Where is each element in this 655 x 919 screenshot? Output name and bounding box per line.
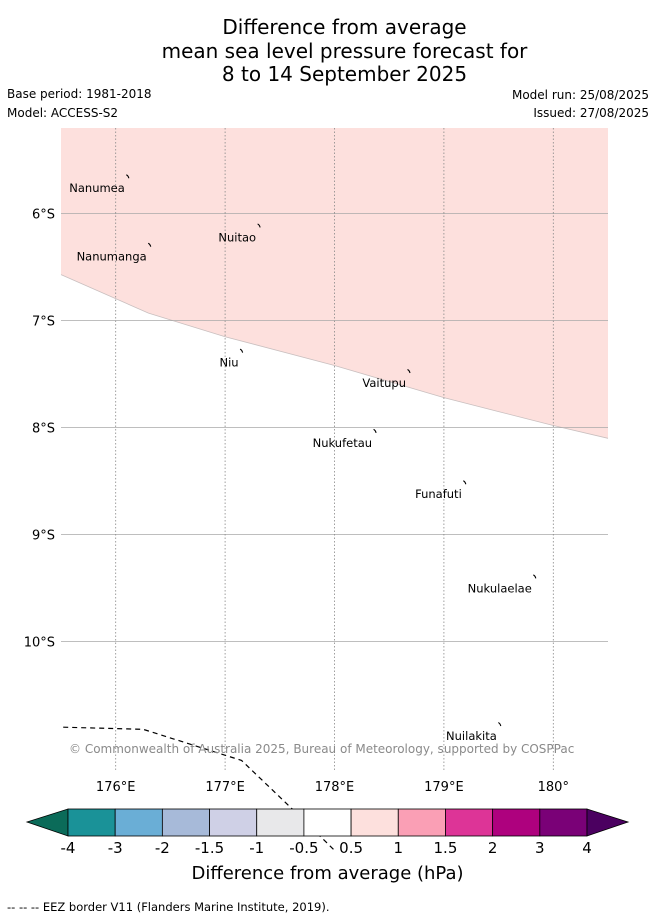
place-label-vaitupu: Vaitupu <box>362 376 406 390</box>
place-label-nanumea: Nanumea <box>69 181 125 195</box>
title-line-1: Difference from average <box>222 15 467 39</box>
colorbar-segment-2 <box>161 808 210 837</box>
colorbar-tick--2: -2 <box>155 839 170 857</box>
base-period: Base period: 1981-2018 <box>7 87 152 101</box>
colorbar-label: Difference from average (hPa) <box>191 863 464 884</box>
copyright-credit: © Commonwealth of Australia 2025, Bureau… <box>69 742 575 756</box>
lon-label-180°: 180° <box>538 780 569 795</box>
lat-label-7°S: 7°S <box>32 315 55 330</box>
title-line-2: mean sea level pressure forecast for <box>161 38 528 63</box>
colorbar-tick--1.5: -1.5 <box>195 839 224 857</box>
colorbar-tick-0.5: 0.5 <box>339 839 363 857</box>
map-title: Difference from average mean sea level p… <box>0 15 655 87</box>
island-vaitupu <box>407 368 411 374</box>
colorbar-segment-9 <box>492 808 541 837</box>
island-nuilakita <box>498 722 502 727</box>
lon-label-179°E: 179°E <box>424 780 464 795</box>
island-nanumanga <box>147 242 152 247</box>
colorbar-tick--1: -1 <box>249 839 264 857</box>
colorbar-tick--4: -4 <box>61 839 76 857</box>
place-label-niu: Niu <box>220 356 239 370</box>
colorbar-tick-4: 4 <box>582 839 592 857</box>
place-label-nanumanga: Nanumanga <box>77 250 147 264</box>
place-label-nuilakita: Nuilakita <box>446 729 497 743</box>
model-name: Model: ACCESS-S2 <box>7 106 119 120</box>
lon-label-176°E: 176°E <box>96 780 136 795</box>
place-label-nuitao: Nuitao <box>218 230 256 244</box>
island-funafuti <box>463 480 467 485</box>
colorbar-segment-10 <box>539 808 588 837</box>
lat-label-8°S: 8°S <box>32 422 55 437</box>
eez-legend: -- -- -- EEZ border V11 (Flanders Marine… <box>7 900 330 914</box>
colorbar-tick-1: 1 <box>393 839 403 857</box>
lon-label-178°E: 178°E <box>315 780 355 795</box>
place-label-nukulaelae: Nukulaelae <box>468 581 532 595</box>
place-label-nukufetau: Nukufetau <box>313 436 372 450</box>
model-run: Model run: 25/08/2025 <box>511 88 649 102</box>
colorbar-tick--0.5: -0.5 <box>289 839 318 857</box>
colorbar-segment-4 <box>256 808 305 837</box>
colorbar-segment-0 <box>67 808 116 837</box>
colorbar-tick-2: 2 <box>488 839 498 857</box>
anomaly-region-edge <box>60 274 609 439</box>
lat-label-10°S: 10°S <box>24 636 55 651</box>
colorbar-segment-8 <box>445 808 494 837</box>
colorbar-segment-5 <box>303 808 352 837</box>
island-niu <box>239 348 244 353</box>
lat-label-9°S: 9°S <box>32 529 55 544</box>
lat-label-6°S: 6°S <box>32 208 55 223</box>
issued-date: Issued: 27/08/2025 <box>533 106 649 120</box>
map-canvas: 6°S 7°S 8°S 9°S 10°S 176°E 177°E 178°E 179°E 180°… <box>24 128 630 857</box>
colorbar-under-arrow <box>25 808 69 837</box>
colorbar-tick-1.5: 1.5 <box>434 839 458 857</box>
colorbar-segment-6 <box>350 808 399 837</box>
colorbar-tick--3: -3 <box>108 839 123 857</box>
colorbar-segment-3 <box>209 808 258 837</box>
island-nanumea <box>126 174 130 179</box>
island-nukulaelae <box>533 574 537 579</box>
colorbar-segment-1 <box>114 808 163 837</box>
lon-label-177°E: 177°E <box>205 780 245 795</box>
colorbar-segment-7 <box>397 808 446 837</box>
island-nukufetau <box>373 428 377 434</box>
place-label-funafuti: Funafuti <box>415 487 462 501</box>
island-nuitao <box>257 223 261 228</box>
colorbar-tick-3: 3 <box>535 839 545 857</box>
title-line-3: 8 to 14 September 2025 <box>221 62 468 86</box>
colorbar-over-arrow <box>586 808 630 837</box>
